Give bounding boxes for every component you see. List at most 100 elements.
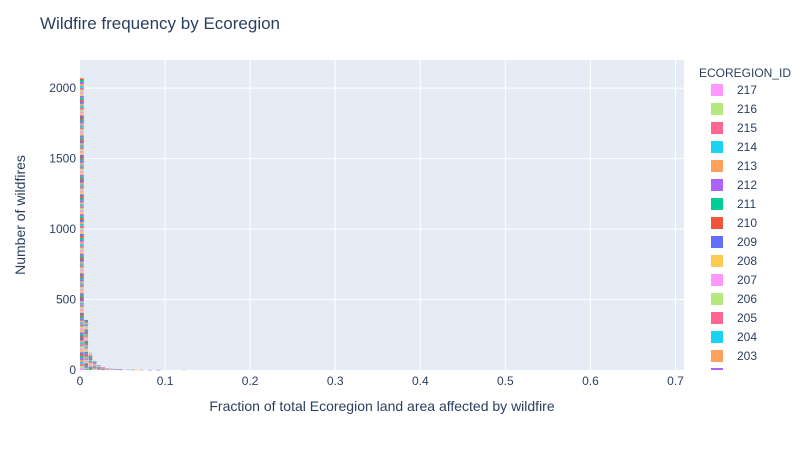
bar-segment — [88, 362, 93, 364]
bar-segment — [114, 369, 118, 370]
bar-segment — [80, 186, 84, 189]
bar-segment — [92, 369, 97, 371]
bar-segment — [92, 362, 97, 364]
bar-segment — [84, 360, 89, 363]
bar-segment — [80, 263, 84, 266]
legend-label[interactable]: 204 — [737, 330, 757, 344]
bar-segment — [80, 298, 84, 301]
x-tick-label: 0.2 — [242, 374, 259, 388]
legend-label[interactable]: 212 — [737, 178, 757, 192]
legend-label[interactable]: 208 — [737, 254, 757, 268]
bar-segment — [84, 344, 89, 346]
legend-swatch[interactable] — [711, 179, 723, 191]
bar-segment — [84, 321, 89, 323]
x-tick-label: 0.3 — [327, 374, 344, 388]
bar-segment — [118, 369, 123, 371]
bar-segment — [80, 362, 84, 365]
legend-label[interactable]: 203 — [737, 349, 757, 363]
bar-segment — [80, 202, 84, 205]
legend-swatch[interactable] — [711, 236, 723, 248]
bar-segment — [80, 162, 84, 165]
bar-segment — [114, 369, 118, 371]
legend-swatch[interactable] — [711, 160, 723, 172]
legend-label[interactable]: 210 — [737, 216, 757, 230]
bar-segment — [84, 368, 89, 370]
bar-segment — [84, 345, 89, 347]
bar-segment — [97, 368, 101, 369]
legend-swatch[interactable] — [711, 122, 723, 134]
bar-segment — [88, 356, 93, 358]
bar-segment — [80, 89, 84, 92]
bar-segment — [80, 245, 84, 248]
legend-swatch[interactable] — [711, 255, 723, 267]
bar-segment — [80, 346, 84, 349]
bar-segment — [80, 322, 84, 325]
bar-segment — [92, 364, 97, 366]
bar-segment — [97, 368, 101, 370]
legend-label[interactable]: 215 — [737, 121, 757, 135]
bar-segment — [84, 332, 89, 334]
legend-label[interactable]: 213 — [737, 159, 757, 173]
legend-label[interactable]: 205 — [737, 311, 757, 325]
bar-segment — [105, 368, 110, 369]
legend-swatch[interactable] — [711, 350, 723, 362]
bar-segment — [80, 291, 84, 294]
bar-segment — [80, 336, 84, 339]
bar-segment — [84, 322, 89, 324]
legend-swatch[interactable] — [711, 217, 723, 229]
bar-segment — [97, 366, 101, 367]
legend-swatch[interactable] — [711, 198, 723, 210]
bar-segment — [80, 324, 84, 327]
legend-label[interactable]: 211 — [737, 197, 756, 211]
legend-swatch[interactable] — [711, 274, 723, 286]
bar-segment — [84, 326, 89, 328]
gridlines — [80, 60, 684, 370]
bar-segment — [88, 363, 93, 365]
bar-segment — [80, 85, 84, 88]
bar-segment — [80, 231, 84, 234]
bar-segment — [80, 275, 84, 278]
bar-segment — [88, 352, 93, 354]
bar-segment — [80, 271, 84, 274]
bar-segment — [92, 362, 97, 363]
bar-segment — [80, 233, 84, 236]
bar-segment — [80, 302, 84, 305]
bar-segment — [80, 91, 84, 94]
legend-swatch[interactable] — [711, 293, 723, 305]
bar-segment — [88, 366, 93, 368]
legend-label[interactable]: 214 — [737, 140, 757, 154]
legend-label[interactable]: 217 — [737, 83, 757, 97]
bar-segment — [105, 369, 110, 370]
bar-segment — [80, 119, 84, 122]
bar-segment — [92, 361, 97, 363]
bar-segment — [80, 208, 84, 211]
legend-label[interactable]: 209 — [737, 235, 757, 249]
bar-segment — [88, 354, 93, 356]
legend-swatch[interactable] — [711, 141, 723, 153]
bar-segment — [88, 368, 93, 370]
bar-segment — [84, 357, 89, 359]
legend-swatch[interactable] — [711, 331, 723, 343]
legend-swatch[interactable] — [711, 312, 723, 324]
legend-label[interactable]: 206 — [737, 292, 757, 306]
bar-segment — [84, 337, 89, 339]
bar-segment — [92, 363, 97, 365]
legend-swatch[interactable] — [711, 103, 723, 115]
bar-segment — [80, 281, 84, 284]
bar-segment — [97, 365, 101, 367]
legend-label[interactable]: 207 — [737, 273, 757, 287]
bar-segment — [92, 368, 97, 369]
bar-segment — [80, 316, 84, 319]
legend-swatch[interactable] — [711, 84, 723, 96]
bar-segment — [84, 350, 89, 352]
bar-segment — [101, 368, 106, 370]
bar-segment — [84, 362, 89, 364]
x-axis-title: Fraction of total Ecoregion land area af… — [209, 398, 554, 414]
bar-segment — [105, 369, 110, 371]
bar-segment — [80, 153, 84, 155]
bar-segment — [80, 255, 84, 258]
bar-segment — [84, 330, 89, 332]
bar-segment — [80, 216, 84, 219]
legend-label[interactable]: 216 — [737, 102, 757, 116]
bar-segment — [80, 87, 84, 90]
